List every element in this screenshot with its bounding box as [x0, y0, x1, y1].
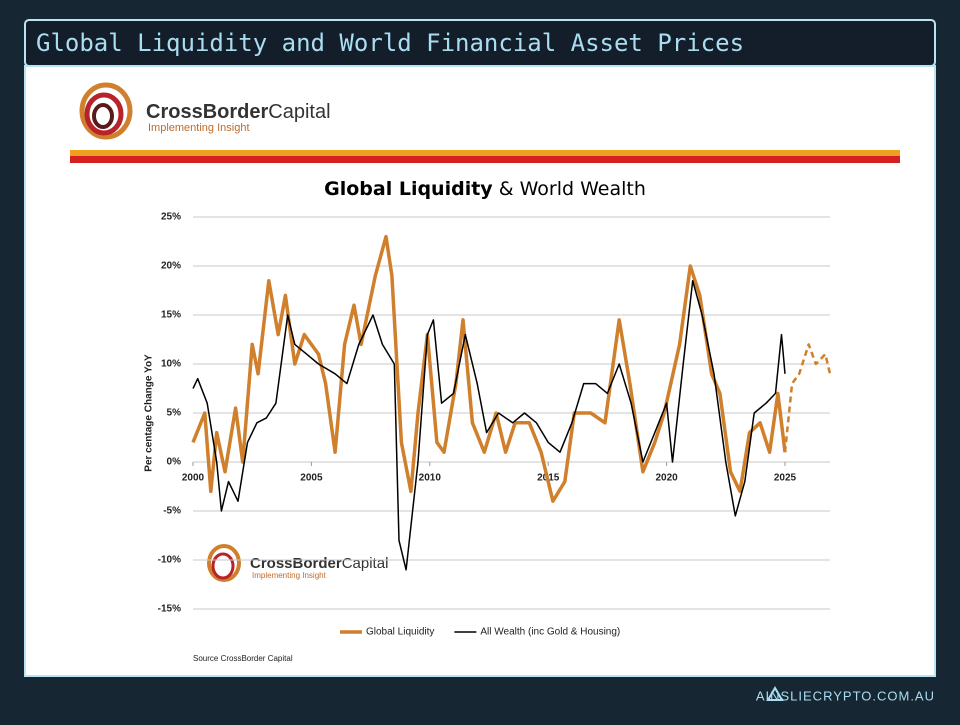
watermark-bold: CrossBorder — [250, 555, 342, 572]
logo-ring — [84, 92, 124, 136]
legend-label: All Wealth (inc Gold & Housing) — [480, 627, 620, 638]
watermark-rest: Capital — [342, 555, 389, 572]
plot: -15% -10% -5% 0% 5% 10% 15% 20% 25% 2000 2005 2010 2… — [158, 212, 832, 638]
chart-title: Global Liquidity & World Wealth — [324, 178, 646, 200]
series-line — [783, 343, 832, 453]
series-line — [192, 279, 786, 571]
y-tick-label: -15% — [158, 604, 181, 615]
chart-title-rest: & World Wealth — [499, 178, 646, 200]
x-tick-label: 2025 — [774, 473, 797, 484]
logo-name-rest: Capital — [268, 101, 330, 123]
logo-ring — [211, 552, 235, 580]
logo-name: CrossBorderCapital — [146, 101, 331, 123]
x-tick-label: 2005 — [300, 473, 323, 484]
logo-ring — [207, 544, 241, 582]
logo-ring — [79, 82, 133, 140]
stripe — [70, 156, 900, 163]
header-title: Global Liquidity and World Financial Ass… — [36, 29, 744, 57]
y-tick-label: -10% — [158, 555, 181, 566]
chart-title-bold: Global Liquidity — [324, 178, 493, 200]
series-line — [191, 234, 787, 503]
logo-ring — [92, 103, 114, 129]
footer-site: AINSLIECRYPTO.COM.AU — [756, 688, 935, 703]
watermark-tagline: Implementing Insight — [252, 571, 327, 580]
y-tick-label: -5% — [163, 506, 181, 517]
footer-icon — [766, 686, 784, 701]
source-note: Source CrossBorder Capital — [193, 654, 293, 663]
watermark-name: CrossBorderCapital — [250, 555, 388, 572]
y-tick-label: 5% — [167, 408, 182, 419]
y-tick-label: 0% — [167, 457, 182, 468]
logo-name-bold: CrossBorder — [146, 101, 268, 123]
content-panel — [24, 65, 936, 677]
x-tick-label: 2010 — [419, 473, 442, 484]
y-tick-label: 10% — [161, 359, 181, 370]
logo-tagline: Implementing Insight — [148, 122, 250, 134]
y-tick-label: 15% — [161, 310, 181, 321]
y-tick-label: 20% — [161, 261, 181, 272]
y-axis-label: Per centage Change YoY — [144, 354, 155, 472]
x-tick-label: 2020 — [655, 473, 678, 484]
watermark: CrossBorderCapital Implementing Insight — [207, 544, 388, 582]
y-tick-label: 25% — [161, 212, 181, 223]
legend-label: Global Liquidity — [366, 627, 434, 638]
stripe — [70, 150, 900, 156]
x-tick-label: 2000 — [182, 473, 205, 484]
logo-mark — [79, 82, 133, 140]
